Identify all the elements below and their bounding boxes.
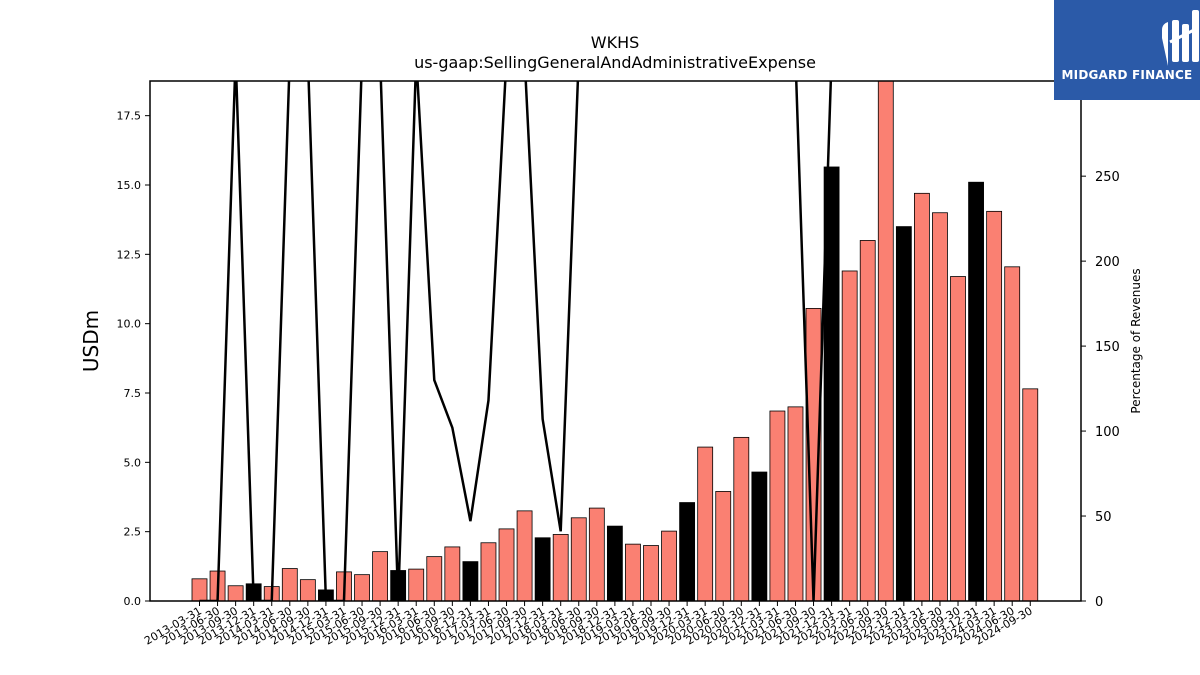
- bar: [895, 226, 912, 602]
- bar: [914, 192, 930, 602]
- bar: [625, 543, 641, 602]
- y2-tick-label: 100: [1095, 425, 1120, 440]
- bar: [498, 528, 515, 602]
- bar: [841, 270, 858, 602]
- bar: [986, 210, 1003, 602]
- bar: [679, 502, 696, 602]
- logo-text: MIDGARD FINANCE: [1061, 68, 1193, 82]
- y-axis-label: USDm: [79, 310, 103, 372]
- bar: [606, 525, 623, 602]
- bar: [570, 517, 587, 602]
- y2-axis: 0 50 100 150 200 250: [1081, 170, 1120, 610]
- plot-frame: [149, 80, 1082, 602]
- bar: [859, 240, 876, 602]
- bar: [787, 406, 804, 602]
- y-tick-label: 2.5: [124, 526, 142, 539]
- bar: [1004, 266, 1021, 602]
- bar-series: [191, 80, 1039, 602]
- brand-logo: MIDGARD FINANCE: [1054, 0, 1200, 100]
- bar: [534, 537, 551, 602]
- bar: [444, 546, 461, 602]
- bar: [588, 507, 605, 602]
- bar: [751, 471, 768, 602]
- bar: [372, 551, 389, 602]
- bar: [661, 530, 677, 602]
- bar: [1022, 388, 1039, 602]
- y-tick-label: 0.0: [124, 595, 142, 608]
- bar: [516, 510, 533, 602]
- y-axis: 0.0 2.5 5.0 7.5 10.0 12.5 15.0 17.5: [117, 110, 150, 608]
- bar: [950, 276, 966, 602]
- y2-tick-label: 200: [1095, 255, 1120, 270]
- x-axis: 2013-03-312013-06-302013-09-302013-12-31…: [142, 601, 1035, 648]
- y2-tick-label: 0: [1095, 595, 1103, 610]
- bar: [480, 542, 497, 602]
- bar: [462, 561, 479, 602]
- bar: [643, 545, 659, 602]
- y2-axis-label: Percentage of Revenues: [1129, 268, 1143, 413]
- bar: [191, 578, 208, 602]
- bar: [552, 534, 569, 602]
- y2-tick-label: 150: [1095, 340, 1120, 355]
- y2-tick-label: 250: [1095, 170, 1120, 185]
- bar: [354, 574, 370, 602]
- bar: [932, 212, 948, 602]
- bar: [769, 410, 786, 602]
- bar: [426, 556, 443, 602]
- bar: [408, 568, 425, 602]
- bar: [281, 568, 298, 602]
- y-tick-label: 7.5: [124, 387, 142, 400]
- chart-title: WKHS: [591, 33, 640, 52]
- bar: [877, 80, 894, 602]
- y-tick-label: 10.0: [117, 318, 142, 331]
- y-tick-label: 12.5: [117, 248, 142, 261]
- y-tick-label: 17.5: [117, 110, 142, 123]
- chart-subtitle: us-gaap:SellingGeneralAndAdministrativeE…: [414, 53, 816, 72]
- bar: [697, 446, 714, 602]
- logo-mark-icon: [1162, 10, 1199, 66]
- y2-tick-label: 50: [1095, 510, 1112, 525]
- bar: [715, 491, 732, 602]
- bar: [299, 579, 316, 602]
- bar: [968, 181, 984, 602]
- bar: [733, 436, 750, 602]
- bar: [227, 585, 244, 602]
- y-tick-label: 15.0: [117, 179, 142, 192]
- y-tick-label: 5.0: [124, 456, 142, 469]
